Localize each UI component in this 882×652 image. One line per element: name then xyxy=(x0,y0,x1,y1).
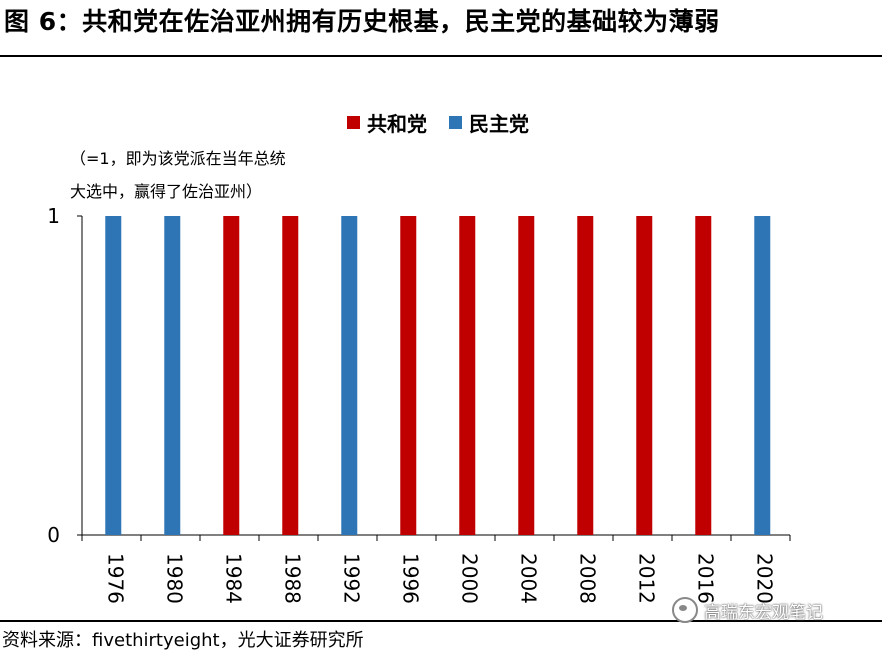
bar-republican-1996 xyxy=(400,216,417,535)
legend-item-democrat: 民主党 xyxy=(449,108,529,137)
x-tick-label: 1980 xyxy=(162,553,186,604)
source-note: 资料来源：fivethirtyeight，光大证券研究所 xyxy=(2,630,364,651)
x-tick-label: 2000 xyxy=(457,553,481,604)
legend-label-democrat: 民主党 xyxy=(469,112,529,136)
x-tick-label: 1984 xyxy=(221,553,245,604)
legend-item-republican: 共和党 xyxy=(347,108,427,137)
x-tick-label: 2004 xyxy=(516,553,540,604)
bar-chart: 0 1 1976 1980 1984 1988 1992 1996 2000 2004 2008 20… xyxy=(47,204,791,604)
x-tick-label: 1976 xyxy=(103,553,127,604)
chart-legend: 共和党 民主党 xyxy=(347,108,551,137)
x-tick-label: 1988 xyxy=(280,553,304,604)
y-tick-label: 0 xyxy=(47,523,60,547)
bar-republican-2016 xyxy=(695,216,712,535)
legend-swatch-republican xyxy=(347,116,360,129)
x-tick-label: 2016 xyxy=(693,553,717,604)
watermark: 高瑞东宏观笔记 xyxy=(672,597,823,623)
footer-divider xyxy=(0,620,882,622)
bar-republican-2008 xyxy=(577,216,594,535)
x-tick-label: 1992 xyxy=(339,553,363,604)
bar-democrat-1976 xyxy=(105,216,122,535)
bar-democrat-2020 xyxy=(754,216,771,535)
bar-republican-2012 xyxy=(636,216,653,535)
bar-republican-2000 xyxy=(459,216,476,535)
bar-republican-2004 xyxy=(518,216,535,535)
chart-note-line-1: （=1，即为该党派在当年总统 xyxy=(70,149,286,168)
legend-swatch-democrat xyxy=(449,116,462,129)
bar-democrat-1992 xyxy=(341,216,358,535)
title-divider xyxy=(0,55,882,57)
x-tick-label: 2008 xyxy=(575,553,599,604)
x-tick-label: 1996 xyxy=(398,553,422,604)
legend-label-republican: 共和党 xyxy=(367,112,427,136)
y-tick-label: 1 xyxy=(47,204,60,228)
x-tick-label: 2012 xyxy=(634,553,658,604)
bar-republican-1988 xyxy=(282,216,299,535)
chart-note-line-2: 大选中，赢得了佐治亚州） xyxy=(70,182,263,201)
page-title: 图 6：共和党在佐治亚州拥有历史根基，民主党的基础较为薄弱 xyxy=(4,7,720,36)
bar-republican-1984 xyxy=(223,216,240,535)
watermark-text: 高瑞东宏观笔记 xyxy=(704,602,823,623)
wechat-icon xyxy=(672,597,698,623)
x-tick-label: 2020 xyxy=(752,553,776,604)
bar-democrat-1980 xyxy=(164,216,181,535)
